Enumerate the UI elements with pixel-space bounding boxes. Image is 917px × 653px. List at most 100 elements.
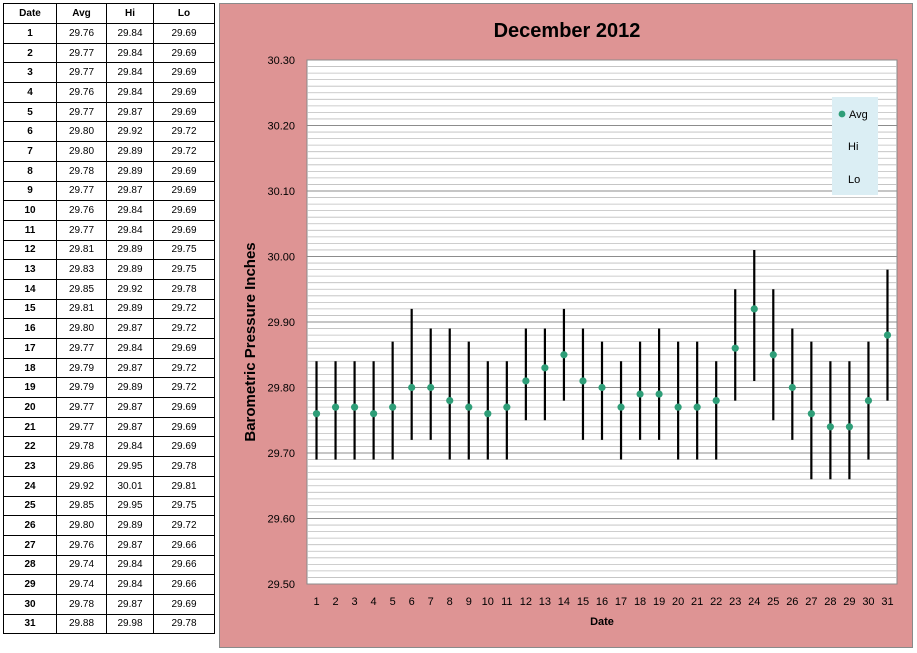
cell-lo: 29.69 xyxy=(153,180,215,202)
avg-marker xyxy=(769,351,777,359)
cell-avg: 29.76 xyxy=(56,200,107,221)
avg-marker xyxy=(312,410,321,418)
legend-lo-label: Lo xyxy=(848,174,860,186)
cell-date: 4 xyxy=(3,82,57,103)
cell-date: 5 xyxy=(3,101,57,123)
table-row: 13 29.83 29.89 29.75 xyxy=(3,259,215,280)
cell-lo: 29.69 xyxy=(153,200,215,221)
cell-date: 12 xyxy=(3,239,57,261)
cell-lo: 29.66 xyxy=(153,534,215,556)
cell-avg: 29.85 xyxy=(56,495,107,517)
cell-hi: 30.01 xyxy=(106,475,154,497)
cell-avg: 29.77 xyxy=(56,180,107,202)
cell-lo: 29.69 xyxy=(153,23,215,44)
x-tick-label: 22 xyxy=(710,596,722,608)
cell-avg: 29.86 xyxy=(56,456,107,477)
cell-avg: 29.83 xyxy=(56,259,107,280)
cell-hi: 29.84 xyxy=(106,42,154,64)
cell-lo: 29.66 xyxy=(153,574,215,595)
cell-avg: 29.79 xyxy=(56,357,107,379)
table-row: 16 29.80 29.87 29.72 xyxy=(3,318,215,339)
cell-avg: 29.92 xyxy=(56,475,107,497)
cell-avg: 29.80 xyxy=(56,121,107,143)
cell-date: 6 xyxy=(3,121,57,143)
y-tick-label: 29.60 xyxy=(267,514,295,526)
cell-avg: 29.78 xyxy=(56,593,107,615)
cell-lo: 29.69 xyxy=(153,397,215,418)
avg-marker xyxy=(788,383,796,392)
header-hi: Hi xyxy=(106,3,154,24)
x-tick-label: 24 xyxy=(748,596,760,608)
cell-date: 31 xyxy=(3,613,57,635)
x-tick-label: 29 xyxy=(843,596,855,608)
avg-marker xyxy=(560,351,568,359)
cell-lo: 29.72 xyxy=(153,377,215,399)
cell-avg: 29.81 xyxy=(56,239,107,261)
cell-avg: 29.78 xyxy=(56,436,107,458)
avg-marker xyxy=(712,397,720,405)
cell-lo: 29.75 xyxy=(153,259,215,280)
x-tick-label: 6 xyxy=(409,596,415,608)
cell-date: 22 xyxy=(3,436,57,458)
cell-hi: 29.84 xyxy=(106,574,154,595)
y-tick-label: 30.10 xyxy=(267,186,295,198)
data-table: Date Avg Hi Lo 1 29.76 29.84 29.69 2 29.77 29.… xyxy=(3,3,215,635)
x-tick-label: 21 xyxy=(691,596,703,608)
table-row: 9 29.77 29.87 29.69 xyxy=(3,180,215,202)
table-row: 29 29.74 29.84 29.66 xyxy=(3,574,215,595)
cell-hi: 29.87 xyxy=(106,318,154,339)
avg-marker xyxy=(408,383,416,392)
legend-avg-marker xyxy=(838,110,846,118)
x-tick-label: 17 xyxy=(615,596,627,608)
x-tick-label: 5 xyxy=(390,596,396,608)
x-tick-label: 10 xyxy=(482,596,494,608)
avg-marker xyxy=(826,423,834,431)
cell-hi: 29.87 xyxy=(106,357,154,379)
avg-marker xyxy=(883,331,892,339)
y-tick-label: 30.20 xyxy=(267,121,295,133)
cell-avg: 29.79 xyxy=(56,377,107,399)
table-row: 30 29.78 29.87 29.69 xyxy=(3,593,215,615)
avg-marker xyxy=(617,403,625,411)
cell-avg: 29.77 xyxy=(56,338,107,359)
cell-lo: 29.81 xyxy=(153,475,215,497)
cell-hi: 29.87 xyxy=(106,534,154,556)
cell-avg: 29.77 xyxy=(56,62,107,84)
header-lo: Lo xyxy=(153,3,215,24)
avg-marker xyxy=(427,383,435,392)
cell-hi: 29.84 xyxy=(106,82,154,103)
y-tick-label: 30.30 xyxy=(267,55,295,67)
cell-date: 16 xyxy=(3,318,57,339)
cell-lo: 29.72 xyxy=(153,357,215,379)
table-row: 12 29.81 29.89 29.75 xyxy=(3,239,215,261)
table-row: 28 29.74 29.84 29.66 xyxy=(3,554,215,576)
cell-lo: 29.78 xyxy=(153,278,215,300)
cell-lo: 29.69 xyxy=(153,42,215,64)
cell-avg: 29.78 xyxy=(56,160,107,182)
table-row: 18 29.79 29.87 29.72 xyxy=(3,357,215,379)
cell-avg: 29.77 xyxy=(56,219,107,241)
cell-date: 18 xyxy=(3,357,57,379)
chart: 29.50 29.60 29.70 29.80 29.90 30.00 30.10 30.20… xyxy=(242,20,898,628)
cell-avg: 29.85 xyxy=(56,278,107,300)
cell-hi: 29.89 xyxy=(106,160,154,182)
y-tick-label: 29.70 xyxy=(267,448,295,460)
cell-date: 23 xyxy=(3,456,57,477)
cell-date: 28 xyxy=(3,554,57,576)
avg-marker xyxy=(807,410,815,418)
cell-lo: 29.69 xyxy=(153,160,215,182)
cell-avg: 29.80 xyxy=(56,318,107,339)
x-tick-label: 3 xyxy=(352,596,358,608)
cell-hi: 29.87 xyxy=(106,593,154,615)
cell-lo: 29.72 xyxy=(153,141,215,162)
cell-hi: 29.89 xyxy=(106,515,154,536)
cell-hi: 29.95 xyxy=(106,495,154,517)
cell-date: 24 xyxy=(3,475,57,497)
avg-marker xyxy=(598,383,606,392)
avg-marker xyxy=(750,305,758,313)
cell-avg: 29.77 xyxy=(56,397,107,418)
x-tick-label: 27 xyxy=(805,596,817,608)
cell-hi: 29.84 xyxy=(106,338,154,359)
table-row: 1 29.76 29.84 29.69 xyxy=(3,23,215,44)
cell-lo: 29.69 xyxy=(153,416,215,438)
